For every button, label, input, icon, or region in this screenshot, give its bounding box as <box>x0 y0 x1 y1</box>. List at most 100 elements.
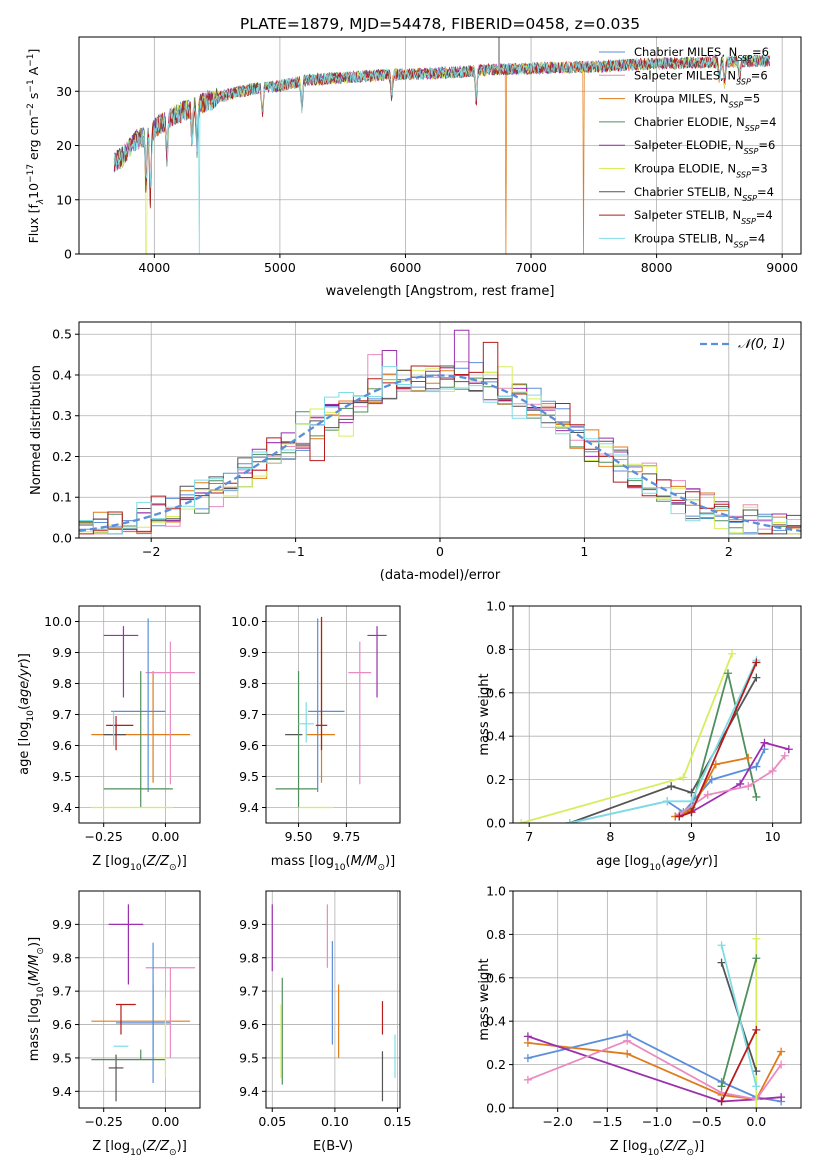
weight-marker <box>744 782 753 791</box>
x-tick-label: 9.75 <box>332 829 360 844</box>
x-axis-label: Z [log10(Z/Z⊙)] <box>92 1139 187 1158</box>
errorbar-chabrier_elodie <box>103 671 173 808</box>
legend-label-kroupa_elodie: Kroupa ELODIE, NSSP=3 <box>634 162 768 180</box>
y-tick-label: 9.5 <box>52 769 72 784</box>
weight-line <box>527 1035 782 1103</box>
y-tick-label: 0.8 <box>486 642 506 657</box>
x-tick-label: −2.0 <box>543 1114 573 1129</box>
y-tick-label: 9.6 <box>52 1017 72 1032</box>
y-tick-label: 0.4 <box>486 1014 506 1029</box>
errorbar-kroupa_elodie <box>155 997 167 1078</box>
plot-ebv_mass: 0.05 0.10 0.15 9.4 9.5 9.6 9.7 9.8 9.9 E(B-V) <box>239 890 411 1154</box>
weight-marker <box>784 745 793 754</box>
errorbar-salpeter_stelib <box>116 1003 136 1035</box>
errorbar-chabrier_elodie <box>91 1049 166 1061</box>
x-axis-label: mass [log10(M/M⊙)] <box>271 854 395 873</box>
y-tick-label: 0.0 <box>52 531 72 546</box>
y-tick-label: 9.6 <box>52 738 72 753</box>
x-tick-label: −1.0 <box>642 1114 672 1129</box>
weight-marker <box>707 775 716 784</box>
axes-frame <box>512 605 802 824</box>
weight-marker <box>717 1082 726 1091</box>
y-tick-label: 9.4 <box>52 1084 72 1099</box>
x-tick-label: 0.05 <box>258 1114 286 1129</box>
errorbar-chabrier_stelib <box>108 1054 124 1102</box>
weight-marker <box>687 808 696 817</box>
legend: Chabrier MILES, NSSP=6 Salpeter MILES, NS… <box>599 45 776 249</box>
y-tick-label: 9.8 <box>239 950 259 965</box>
weight-marker <box>517 819 526 823</box>
errorbar-salpeter_elodie <box>103 626 139 698</box>
y-tick-label: 0.0 <box>486 1101 506 1116</box>
plot-area <box>113 37 770 254</box>
errorbar-chabrier_elodie <box>275 671 318 808</box>
legend-label-chabrier_elodie: Chabrier ELODIE, NSSP=4 <box>634 115 776 132</box>
weight-series-salpeter_miles <box>523 1036 786 1104</box>
y-tick-label: 9.9 <box>52 917 72 932</box>
y-tick-label: 9.9 <box>239 917 259 932</box>
plot-area <box>79 329 801 535</box>
histogram-salpeter_stelib <box>79 341 801 535</box>
weight-marker <box>717 941 726 950</box>
plot-area <box>523 934 786 1108</box>
y-axis-label: mass weight <box>477 958 492 1040</box>
x-axis-label: (data-model)/error <box>380 568 501 583</box>
plot-area <box>91 618 196 809</box>
x-axis-label: E(B-V) <box>313 1139 353 1154</box>
plot-area <box>517 649 793 823</box>
plot-age_weight: 7 8 9 10 0.0 0.2 0.4 0.6 0.8 1.0 age [log10(age/yr… <box>477 599 802 873</box>
x-tick-label: −2 <box>142 544 160 559</box>
legend-label-salpeter_elodie: Salpeter ELODIE, NSSP=6 <box>634 138 775 156</box>
weight-marker <box>728 649 737 658</box>
errorbar-kroupa_miles <box>306 618 335 783</box>
y-tick-label: 0.4 <box>52 367 72 382</box>
weight-marker <box>687 788 696 797</box>
x-tick-label: −0.25 <box>85 1114 123 1129</box>
weight-marker <box>780 751 789 760</box>
y-tick-label: 9.4 <box>239 800 259 815</box>
y-tick-label: 0.3 <box>52 408 72 423</box>
plot-z_weight: −2.0 −1.5 −1.0 −0.5 0.0 0.0 0.2 0.4 0.6 0.8 1.0 Z [… <box>477 884 802 1158</box>
weight-marker <box>744 753 753 762</box>
y-tick-label: 9.8 <box>239 676 259 691</box>
weight-marker <box>777 1047 786 1056</box>
weight-marker <box>723 669 732 678</box>
weight-marker <box>777 1060 786 1069</box>
y-tick-label: 1.0 <box>486 884 506 899</box>
y-tick-label: 0.2 <box>486 772 506 787</box>
x-tick-label: 0.00 <box>152 1114 180 1129</box>
weight-marker <box>523 1032 532 1041</box>
x-tick-label: 4000 <box>138 260 170 275</box>
weight-marker <box>523 1054 532 1063</box>
x-tick-label: 2 <box>725 544 733 559</box>
weight-marker <box>717 958 726 967</box>
weight-line <box>720 958 758 1087</box>
y-tick-label: 9.6 <box>239 738 259 753</box>
y-tick-label: 0.1 <box>52 490 72 505</box>
plot-z_mass: −0.25 0.00 9.4 9.5 9.6 9.7 9.8 9.9 Z [log10(Z/Z⊙… <box>27 890 201 1158</box>
y-tick-label: 9.7 <box>52 707 72 722</box>
y-tick-label: 9.4 <box>52 800 72 815</box>
weight-marker <box>752 1067 761 1076</box>
weight-line <box>520 653 733 823</box>
weight-marker <box>752 1025 761 1034</box>
weight-series-kroupa_stelib <box>717 941 761 1091</box>
plots-container: 4000 5000 6000 7000 8000 90000102030Chabrier … <box>17 36 802 1158</box>
weight-marker <box>565 819 574 823</box>
weight-marker <box>623 1049 632 1058</box>
y-tick-label: 10 <box>56 192 72 207</box>
y-axis-label: mass [log10(M/M⊙)] <box>27 937 46 1061</box>
x-tick-label: 0 <box>436 544 444 559</box>
y-tick-label: 9.9 <box>52 645 72 660</box>
weight-series-salpeter_elodie <box>523 1032 786 1106</box>
y-tick-label: 9.8 <box>52 950 72 965</box>
errorbar-chabrier_miles <box>308 618 345 792</box>
y-tick-label: 0.6 <box>486 685 506 700</box>
x-tick-label: 9000 <box>766 260 798 275</box>
normal-curve <box>79 374 801 533</box>
weight-marker <box>752 658 761 667</box>
plot-spectrum: 4000 5000 6000 7000 8000 9000 0 10 20 30 Chabrier … <box>26 36 802 299</box>
x-tick-label: 6000 <box>390 260 422 275</box>
errorbar-chabrier_miles <box>111 618 166 792</box>
weight-series-salpeter_stelib <box>717 1025 761 1106</box>
